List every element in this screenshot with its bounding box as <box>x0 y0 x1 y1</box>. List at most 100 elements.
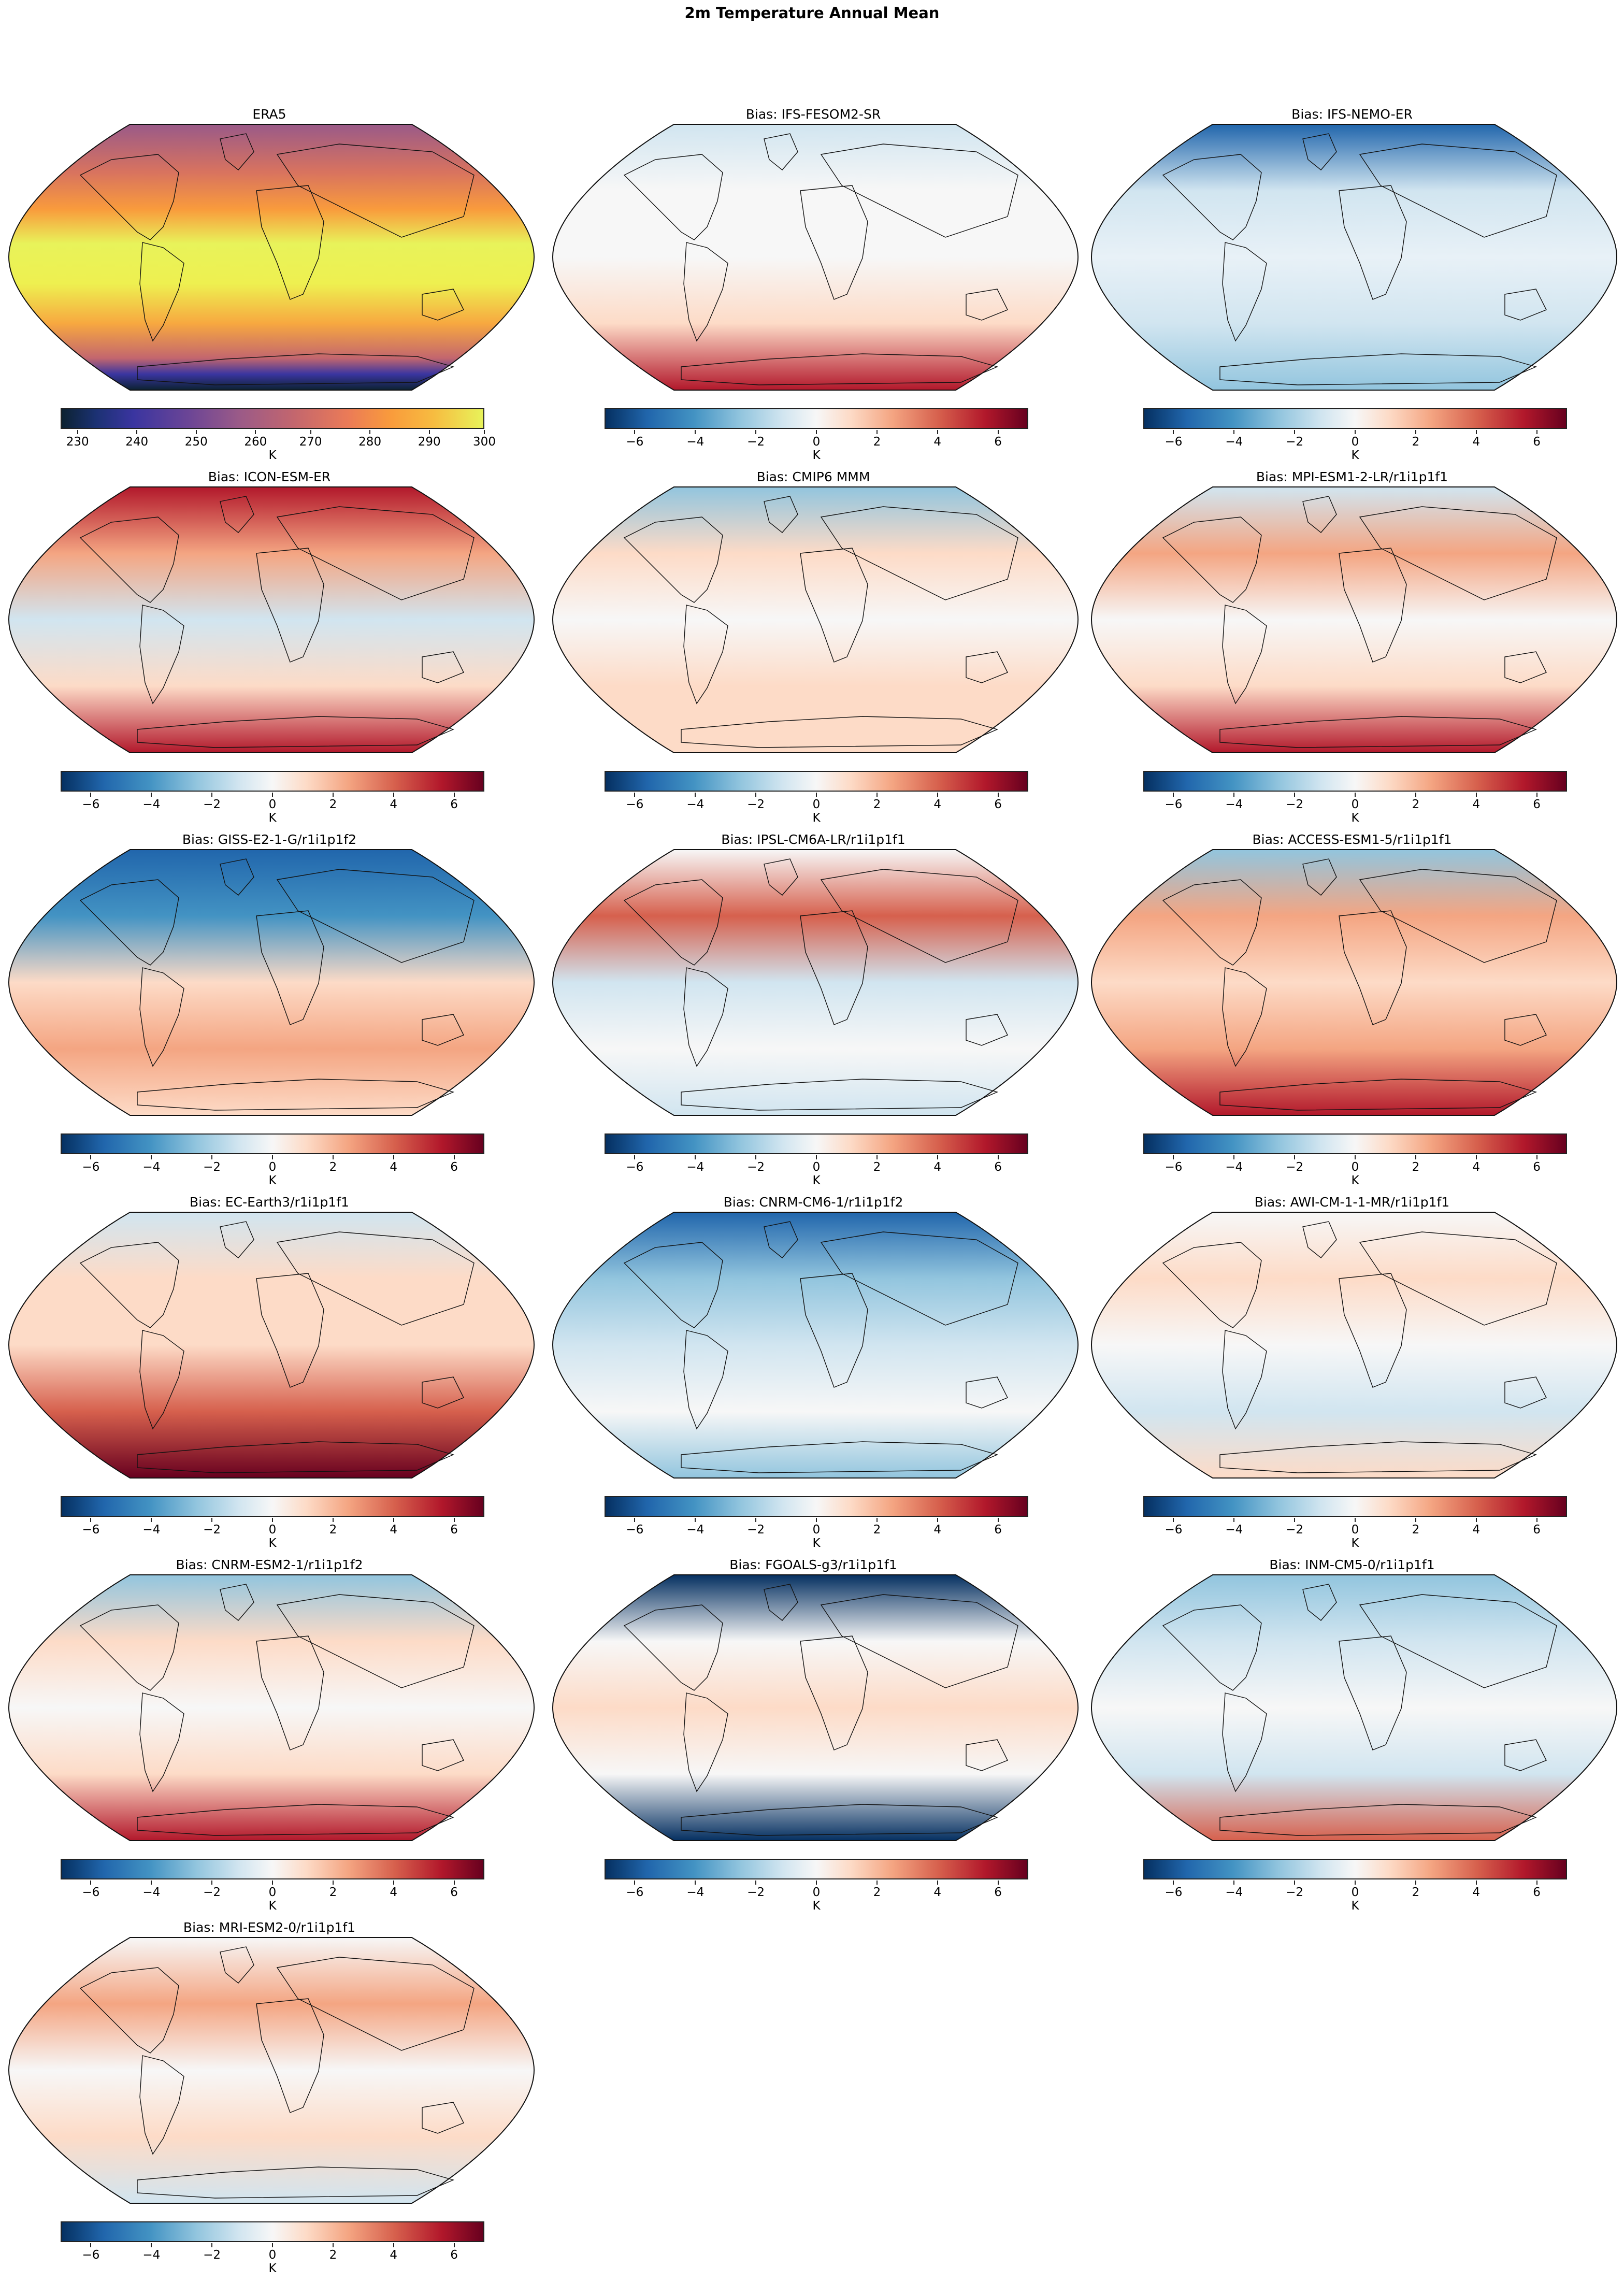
tick-mark <box>755 1881 757 1885</box>
tick-mark <box>1294 1518 1296 1522</box>
tick-label: −2 <box>203 1160 221 1174</box>
tick-label: −4 <box>1225 798 1243 811</box>
tick-mark <box>937 1155 938 1159</box>
colorbar-ticks: −6 −4 −2 0 2 4 6 <box>61 793 484 824</box>
tick-label: −4 <box>142 1160 161 1174</box>
tick-mark <box>1536 1881 1537 1885</box>
tick-label: −4 <box>686 1886 705 1899</box>
bias-map <box>8 849 535 1116</box>
tick-label: 280 <box>358 435 382 449</box>
subplot-title: Bias: ICON-ESM-ER <box>208 469 331 484</box>
tick-mark <box>90 2243 92 2247</box>
tick-label: 0 <box>1351 1160 1359 1174</box>
tick-label: −6 <box>82 2248 100 2262</box>
tick-mark <box>937 1881 938 1885</box>
colorbar-label: K <box>812 449 821 462</box>
tick-label: −2 <box>203 798 221 811</box>
subplot-panel: Bias: IPSL-CM6A-LR/r1i1p1f1 −6 −4 −2 0 2… <box>544 831 1083 1194</box>
tick-mark <box>1173 1881 1174 1885</box>
colorbar-label: K <box>812 1174 821 1187</box>
tick-mark <box>876 1518 878 1522</box>
tick-mark <box>1415 1881 1416 1885</box>
tick-label: −2 <box>1286 798 1304 811</box>
tick-label: 4 <box>933 435 941 449</box>
tick-label: −4 <box>686 1160 705 1174</box>
subplot-title: Bias: CNRM-CM6-1/r1i1p1f2 <box>723 1195 903 1210</box>
tick-label: −6 <box>626 1160 644 1174</box>
colorbar <box>61 2221 484 2242</box>
tick-label: 4 <box>390 1523 397 1537</box>
tick-label: 2 <box>1412 435 1420 449</box>
tick-label: −6 <box>1165 1523 1183 1537</box>
tick-mark <box>755 793 757 797</box>
tick-label: 0 <box>812 1523 821 1537</box>
colorbar <box>61 1859 484 1879</box>
tick-label: 0 <box>812 1160 821 1174</box>
tick-label: −4 <box>1225 1886 1243 1899</box>
subplot-panel: Bias: CMIP6 MMM −6 −4 −2 0 2 4 <box>544 469 1083 831</box>
tick-label: −6 <box>626 798 644 811</box>
tick-label: 2 <box>873 798 881 811</box>
tick-mark <box>1294 1881 1296 1885</box>
tick-label: 0 <box>1351 435 1359 449</box>
tick-mark <box>1475 1881 1477 1885</box>
tick-mark <box>90 1881 92 1885</box>
tick-mark <box>90 793 92 797</box>
tick-label: 2 <box>873 1886 881 1899</box>
tick-mark <box>211 793 213 797</box>
tick-mark <box>1475 1518 1477 1522</box>
tick-label: 6 <box>450 1523 458 1537</box>
tick-mark <box>332 1881 334 1885</box>
tick-mark <box>816 430 817 434</box>
tick-label: 2 <box>1412 798 1420 811</box>
tick-mark <box>816 793 817 797</box>
tick-label: 270 <box>299 435 322 449</box>
tick-label: −6 <box>1165 1886 1183 1899</box>
tick-mark <box>997 793 999 797</box>
colorbar-ticks: −6 −4 −2 0 2 4 6 <box>605 1518 1028 1549</box>
subplot-title: Bias: IPSL-CM6A-LR/r1i1p1f1 <box>721 832 906 847</box>
tick-mark <box>151 793 152 797</box>
subplot-title: Bias: FGOALS-g3/r1i1p1f1 <box>729 1557 897 1572</box>
tick-label: 2 <box>873 435 881 449</box>
tick-label: −4 <box>142 2248 161 2262</box>
tick-label: 6 <box>994 1523 1002 1537</box>
tick-mark <box>1294 793 1296 797</box>
tick-label: 6 <box>1533 435 1541 449</box>
colorbar-label: K <box>268 1174 277 1187</box>
tick-mark <box>1233 1881 1235 1885</box>
tick-mark <box>484 430 485 434</box>
colorbar-ticks: −6 −4 −2 0 2 4 6 <box>1143 793 1567 824</box>
tick-label: −4 <box>686 798 705 811</box>
tick-mark <box>1355 1155 1356 1159</box>
tick-label: 0 <box>268 798 277 811</box>
colorbar <box>61 408 484 429</box>
tick-label: 6 <box>1533 1160 1541 1174</box>
tick-mark <box>453 793 455 797</box>
bias-map <box>552 486 1079 754</box>
subplot-panel: Bias: EC-Earth3/r1i1p1f1 −6 −4 −2 0 2 4 <box>0 1194 539 1557</box>
colorbar-ticks: 230 240 250 260 270 280 290 300 <box>61 430 496 461</box>
bias-map <box>552 1211 1079 1479</box>
subplot-panel: Bias: INM-CM5-0/r1i1p1f1 −6 −4 −2 0 2 4 <box>1083 1557 1621 1919</box>
tick-label: 6 <box>450 1160 458 1174</box>
tick-mark <box>1173 1155 1174 1159</box>
colorbar <box>61 1496 484 1517</box>
tick-label: −4 <box>142 1523 161 1537</box>
tick-label: −2 <box>747 435 765 449</box>
tick-label: −6 <box>1165 435 1183 449</box>
subplot-panel: Bias: GISS-E2-1-G/r1i1p1f2 −6 −4 −2 0 2 … <box>0 831 539 1194</box>
tick-mark <box>1536 793 1537 797</box>
subplot-title: Bias: ACCESS-ESM1-5/r1i1p1f1 <box>1252 832 1452 847</box>
tick-mark <box>816 1155 817 1159</box>
tick-label: −2 <box>747 1886 765 1899</box>
tick-mark <box>332 1155 334 1159</box>
tick-mark <box>453 1155 455 1159</box>
tick-label: −6 <box>1165 798 1183 811</box>
tick-mark <box>272 1155 273 1159</box>
tick-label: −4 <box>686 435 705 449</box>
bias-map <box>1090 486 1618 754</box>
colorbar <box>61 771 484 792</box>
tick-label: 6 <box>450 2248 458 2262</box>
tick-label: −6 <box>626 1523 644 1537</box>
